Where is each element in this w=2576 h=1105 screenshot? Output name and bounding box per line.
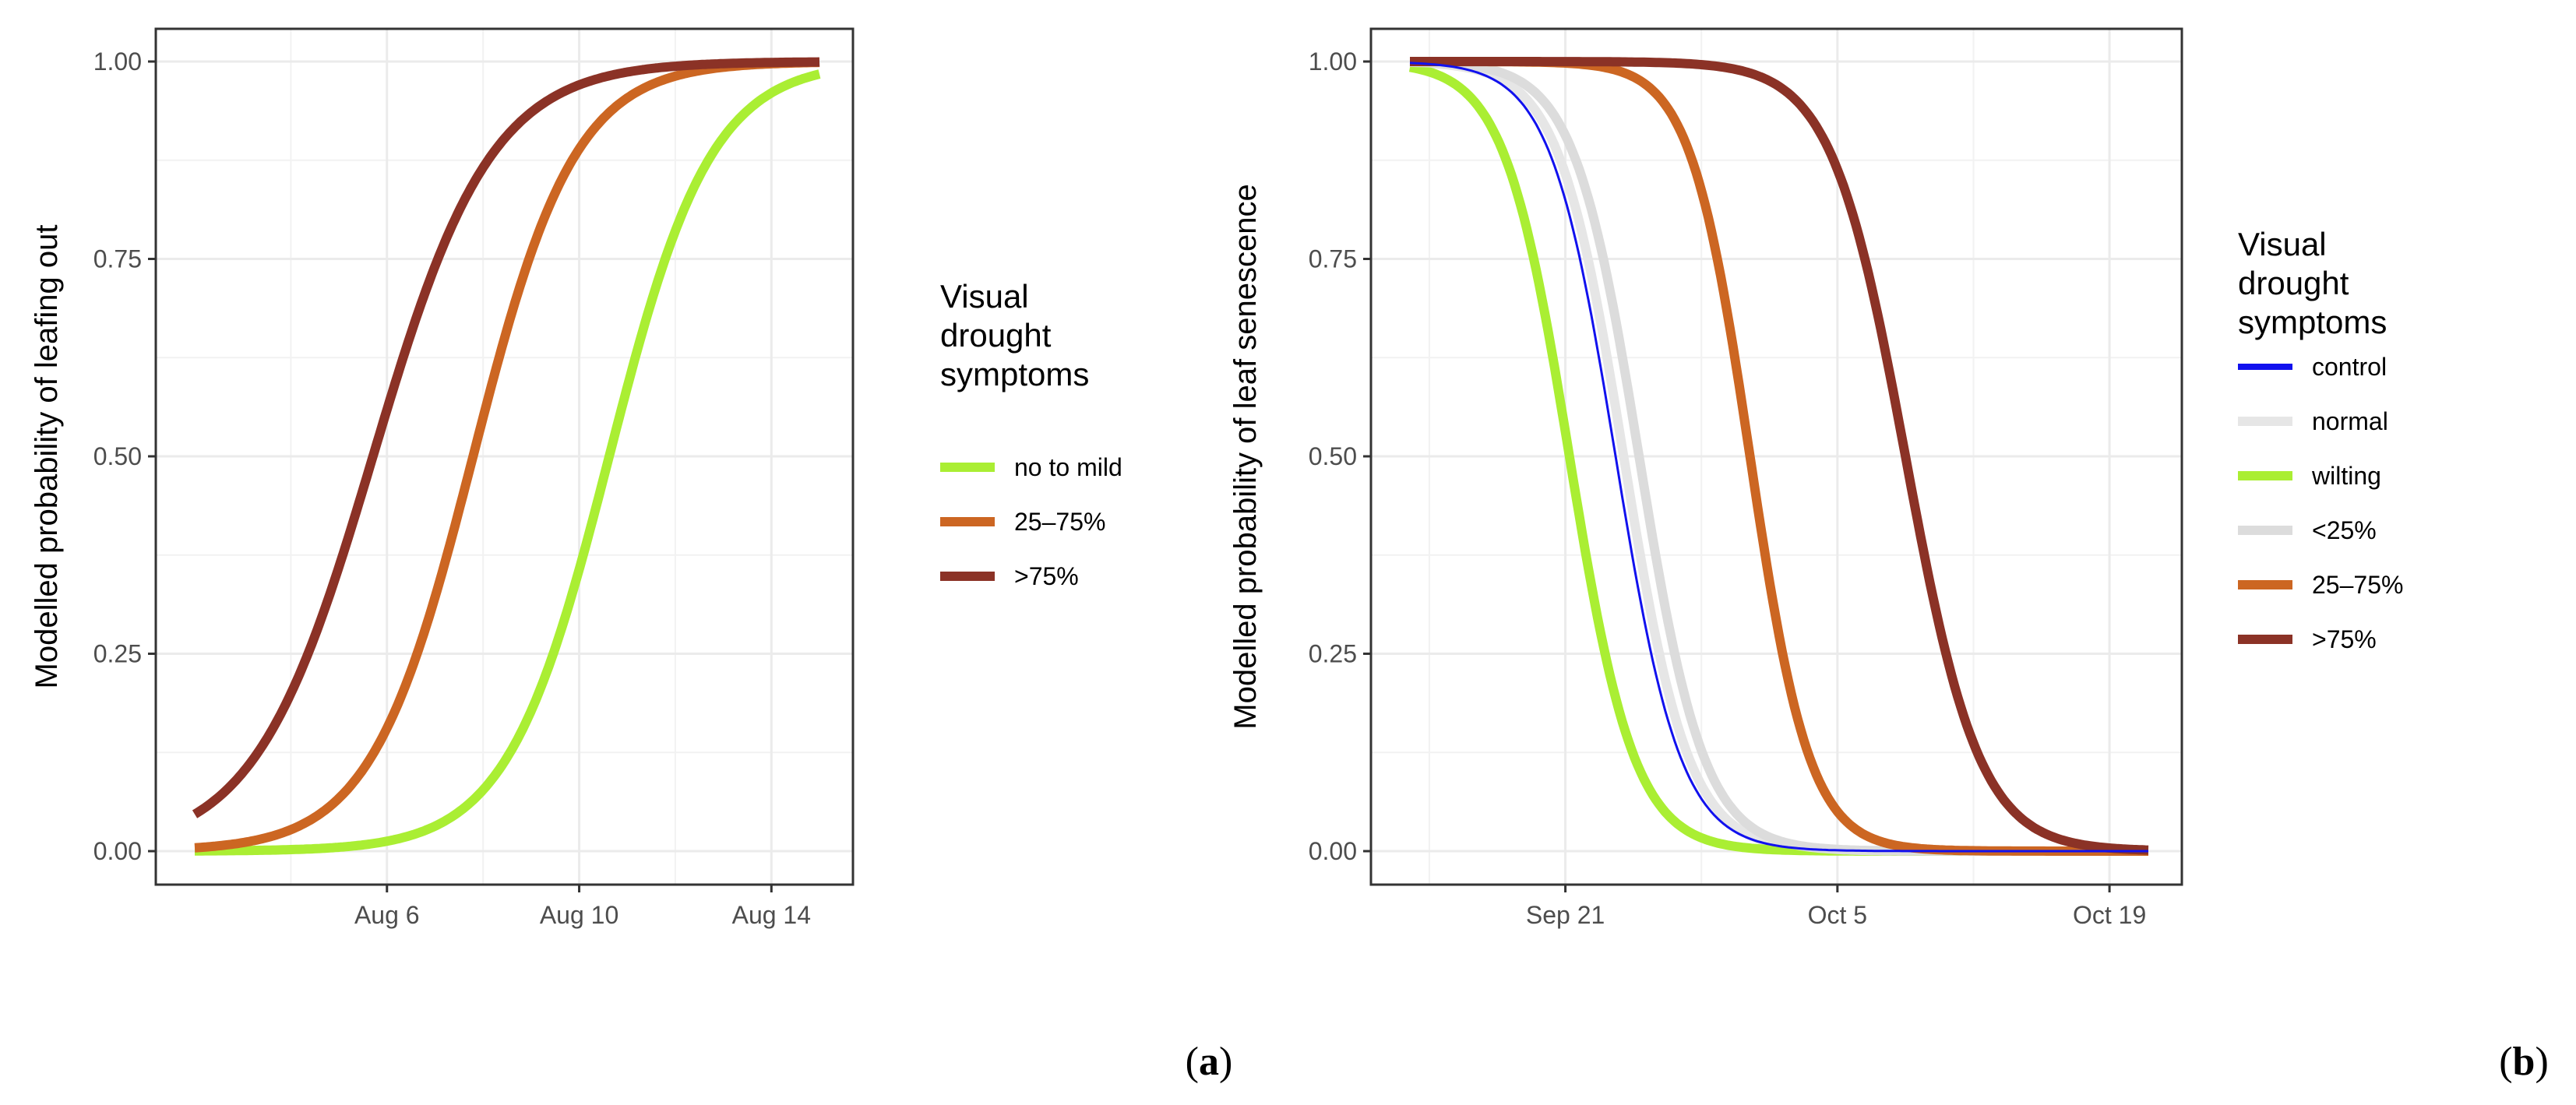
legend-title-line: symptoms — [2238, 304, 2387, 340]
series-line-1 — [1409, 62, 2148, 853]
y-tick-label: 0.00 — [1309, 837, 1357, 865]
y-tick-label: 0.75 — [93, 245, 142, 273]
x-tick-label: Oct 19 — [2073, 901, 2146, 929]
x-tick-label: Sep 21 — [1526, 901, 1605, 929]
legend-title-line: Visual — [2238, 226, 2327, 262]
panel-label-open: ( — [2499, 1040, 2512, 1084]
legend-title-line: drought — [940, 317, 1052, 354]
legend-title-line: drought — [2238, 265, 2349, 301]
y-tick-label: 0.75 — [1309, 245, 1357, 273]
y-axis-title: Modelled probability of leaf senescence — [1228, 184, 1263, 729]
legend-label-2: normal — [2312, 407, 2388, 435]
y-axis-title: Modelled probability of leafing out — [30, 225, 64, 689]
panel-label-open: ( — [1186, 1040, 1199, 1084]
x-tick-label: Aug 14 — [732, 901, 811, 929]
panel-label-letter: b — [2513, 1040, 2535, 1084]
series-line-3 — [192, 57, 822, 818]
series-group — [1408, 57, 2151, 856]
y-tick-label: 1.00 — [1309, 48, 1357, 76]
legend-title-line: symptoms — [940, 356, 1089, 392]
x-tick-label: Aug 10 — [540, 901, 618, 929]
panel-label-letter: a — [1199, 1040, 1219, 1084]
panel-label-close: ) — [2535, 1040, 2548, 1084]
series-line-6 — [1408, 57, 2151, 855]
legend-label-1: no to mild — [1014, 453, 1122, 481]
panel-label: (a) — [1186, 1040, 1233, 1084]
series-line-1 — [192, 69, 822, 856]
legend-label-6: >75% — [2312, 625, 2377, 653]
y-tick-label: 1.00 — [93, 48, 142, 76]
series-group — [192, 57, 822, 856]
legend-label-2: 25–75% — [1014, 508, 1105, 536]
panel-label: (b) — [2499, 1040, 2549, 1084]
y-tick-label: 0.25 — [93, 640, 142, 668]
x-tick-label: Aug 6 — [354, 901, 420, 929]
y-tick-label: 0.50 — [93, 442, 142, 470]
panel-label-close: ) — [1219, 1040, 1232, 1084]
panel-a: 0.00 0.25 0.50 0.75 1.00 Aug 6 Aug 10 Aug 14 Mod… — [30, 27, 1233, 1084]
x-tick-label: Oct 5 — [1808, 901, 1867, 929]
legend-label-4: <25% — [2312, 516, 2377, 544]
legend-label-3: wilting — [2311, 462, 2381, 490]
y-tick-label: 0.00 — [93, 837, 142, 865]
panel-b: 0.00 0.25 0.50 0.75 1.00 Sep 21 Oct 5 Oct 19 Mod… — [1228, 27, 2549, 1084]
legend-title-line: Visual — [940, 278, 1029, 315]
y-tick-label: 0.50 — [1309, 442, 1357, 470]
y-tick-label: 0.25 — [1309, 640, 1357, 668]
legend-label-5: 25–75% — [2312, 571, 2403, 599]
legend-label-1: control — [2312, 353, 2387, 381]
legend-label-3: >75% — [1014, 562, 1079, 590]
